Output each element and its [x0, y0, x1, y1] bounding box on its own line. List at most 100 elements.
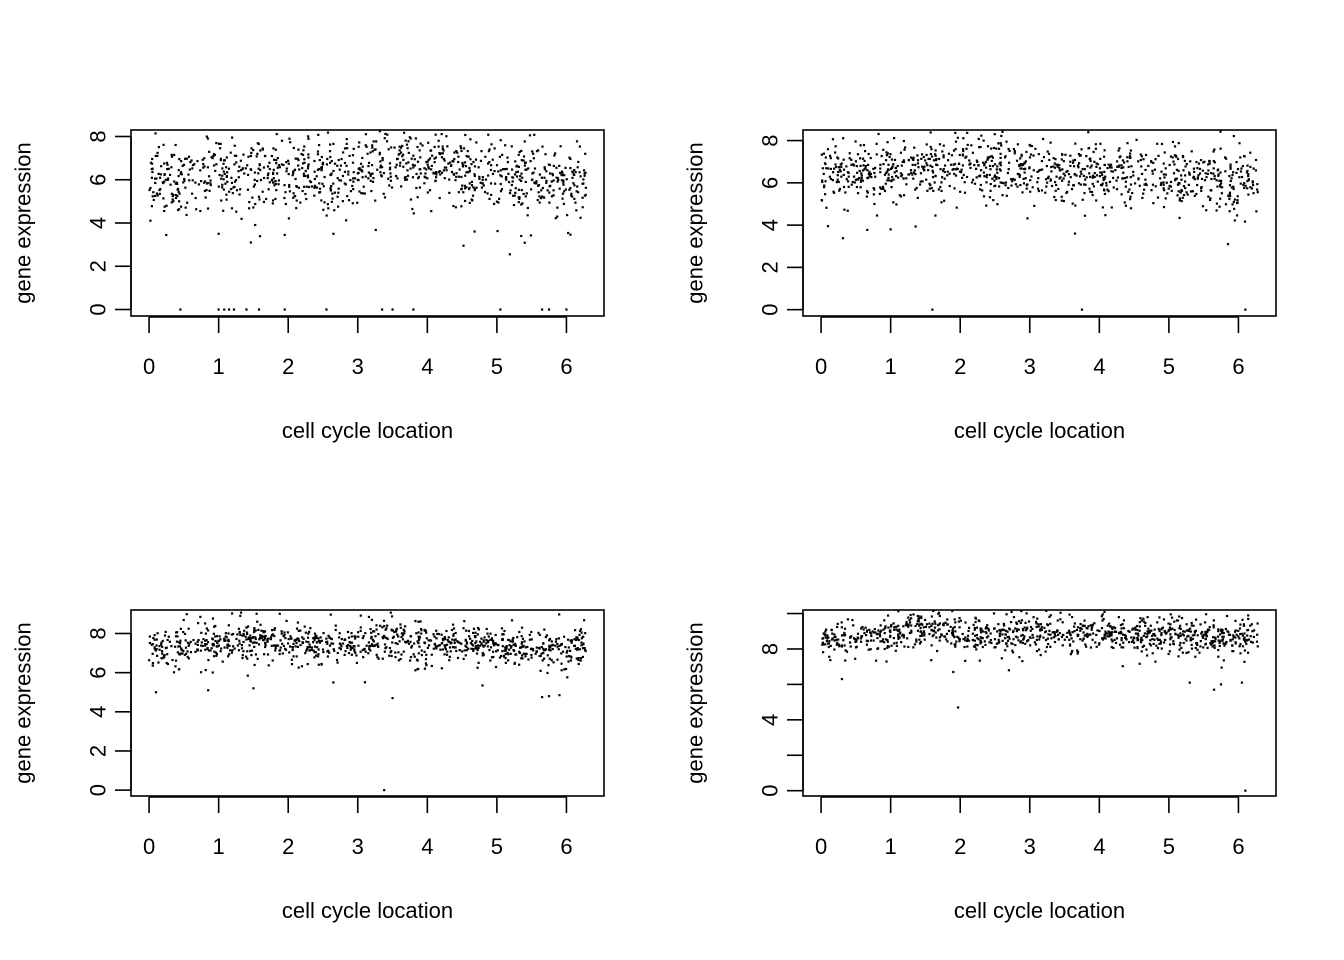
data-point [1146, 632, 1149, 636]
data-point [998, 185, 1001, 188]
data-point [189, 651, 193, 654]
data-point [920, 616, 923, 620]
data-point [584, 648, 587, 652]
data-point [313, 650, 316, 654]
data-point [388, 654, 391, 657]
data-point [266, 176, 269, 180]
data-point [954, 645, 957, 648]
data-point [455, 172, 458, 175]
data-point [870, 175, 873, 179]
data-point [977, 164, 980, 167]
data-point [154, 132, 157, 135]
data-point [1048, 629, 1051, 632]
data-point [926, 189, 929, 192]
data-point [159, 173, 162, 176]
data-point [951, 609, 954, 613]
data-point [204, 196, 207, 199]
data-point [883, 173, 887, 176]
x-axis-title: cell cycle location [954, 898, 1125, 923]
data-point [838, 189, 841, 192]
data-point [1169, 628, 1173, 631]
data-point [338, 168, 341, 171]
data-point [230, 176, 233, 179]
data-point [1142, 620, 1145, 623]
x-tick-label: 6 [560, 354, 572, 379]
data-point [852, 163, 855, 166]
data-point [1218, 644, 1221, 648]
data-point [471, 639, 474, 643]
data-point [1178, 216, 1181, 219]
data-point [1163, 638, 1167, 642]
data-point [438, 170, 441, 173]
data-point [303, 145, 306, 148]
data-point [1193, 631, 1197, 634]
data-point [283, 196, 286, 200]
data-point [516, 636, 519, 639]
data-point [1184, 637, 1187, 641]
data-point [326, 642, 329, 645]
data-point [561, 197, 564, 200]
data-point [530, 188, 533, 191]
data-point [1188, 172, 1191, 176]
data-point [992, 199, 995, 202]
data-point [1167, 187, 1170, 190]
data-point [417, 635, 420, 638]
data-point [1219, 171, 1222, 174]
data-point [389, 175, 392, 178]
data-point [178, 192, 181, 195]
data-point [989, 168, 992, 171]
data-point [485, 642, 488, 645]
data-point [1053, 166, 1057, 169]
data-point [1028, 167, 1031, 170]
data-point [328, 651, 331, 654]
data-point [1187, 651, 1190, 654]
data-point [1256, 188, 1259, 191]
data-point [523, 140, 526, 143]
data-point [1029, 636, 1032, 639]
data-point [374, 635, 377, 638]
data-point [953, 172, 956, 176]
data-point [330, 184, 333, 188]
data-point [511, 640, 515, 643]
data-point [1140, 155, 1143, 158]
data-point [472, 648, 475, 651]
data-point [924, 625, 928, 628]
data-point [867, 152, 870, 156]
data-point [1027, 639, 1030, 642]
data-point [529, 160, 532, 163]
data-point [332, 182, 335, 185]
data-point [174, 143, 177, 147]
data-point [398, 149, 401, 152]
data-point [1090, 628, 1093, 631]
data-point [1247, 173, 1250, 176]
data-point [1093, 160, 1096, 163]
data-point [528, 633, 531, 636]
data-point [1202, 635, 1205, 638]
data-point [153, 177, 157, 180]
data-point [402, 153, 405, 156]
data-point [1224, 627, 1227, 631]
data-point [1214, 636, 1217, 639]
data-point [193, 163, 196, 166]
data-point [341, 174, 345, 178]
data-point [442, 149, 445, 152]
data-point [581, 206, 584, 209]
data-point [469, 158, 472, 161]
data-point [407, 642, 411, 645]
data-point [340, 157, 343, 161]
data-point [1200, 177, 1204, 181]
data-point [1210, 640, 1213, 643]
data-point [231, 136, 234, 139]
data-point [219, 142, 222, 145]
data-point [1114, 169, 1117, 172]
data-point [1238, 627, 1242, 630]
data-point [898, 636, 901, 639]
data-point [1107, 630, 1110, 633]
data-point [1064, 153, 1067, 156]
x-tick-label: 1 [885, 834, 897, 859]
data-point [1111, 170, 1115, 173]
data-point [215, 635, 219, 638]
data-point [983, 175, 986, 178]
data-point [494, 642, 497, 645]
data-point [477, 661, 480, 664]
